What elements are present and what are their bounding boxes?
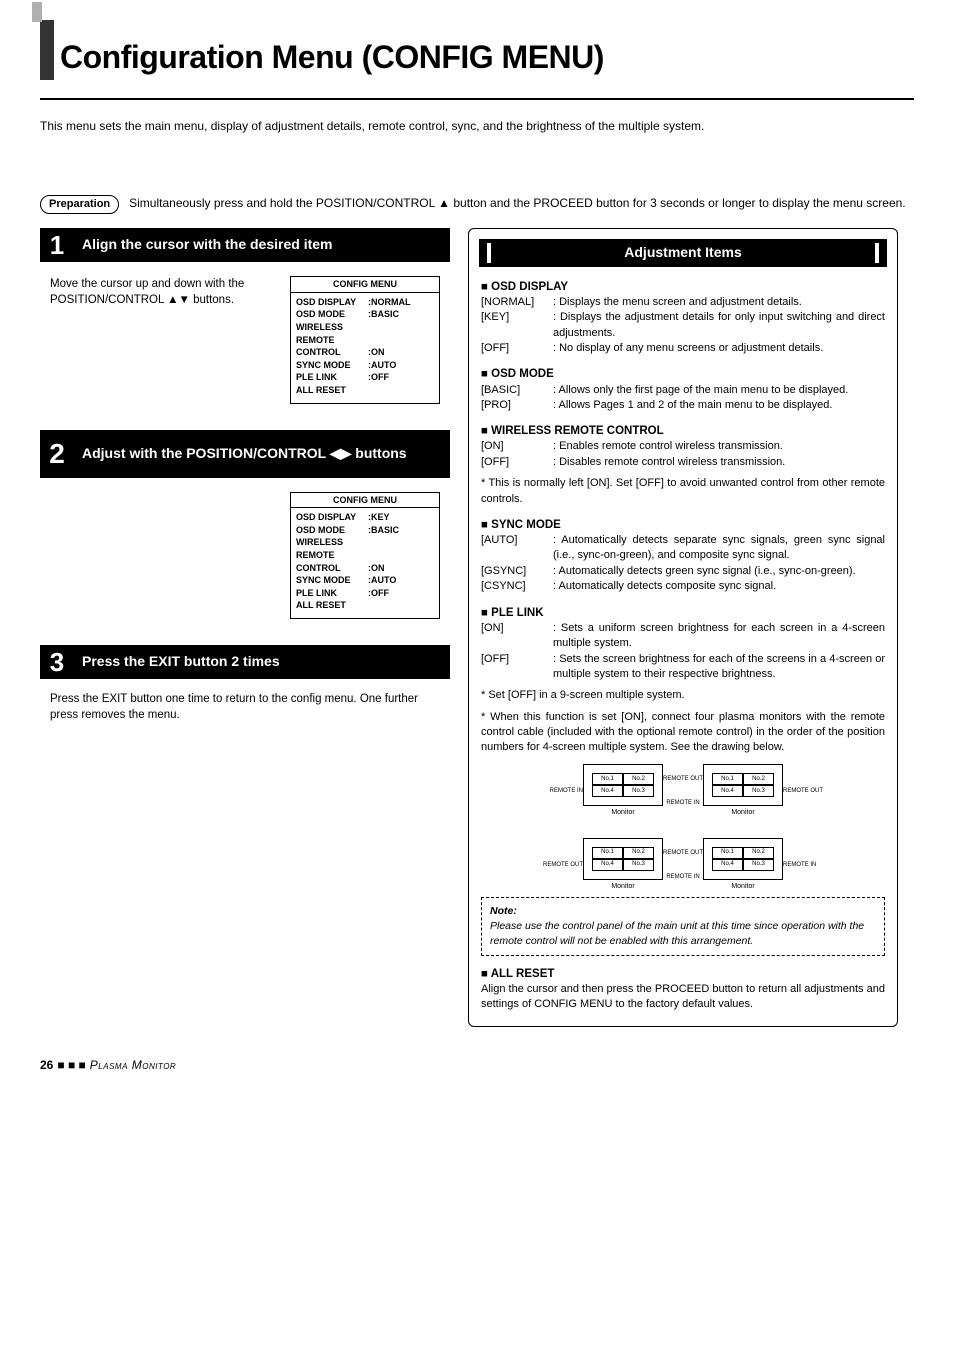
preparation-row: Preparation Simultaneously press and hol… xyxy=(40,195,914,214)
step-1-number: 1 xyxy=(40,228,74,262)
ple-note-2: * When this function is set [ON], connec… xyxy=(481,710,885,756)
page-footer: 26 ■ ■ ■ Plasma Monitor xyxy=(40,1057,914,1074)
page-title-bar: Configuration Menu (CONFIG MENU) xyxy=(40,20,914,80)
sec-wireless: WIRELESS REMOTE CONTROL xyxy=(481,423,885,439)
step-1-title: Align the cursor with the desired item xyxy=(74,235,332,255)
monitor-diagram: REMOTE IN No.1No.2 No.4No.3 Monitor REMO… xyxy=(481,764,885,892)
config-menu-2: CONFIG MENU OSD DISPLAY:KEY OSD MODE:BAS… xyxy=(290,492,440,619)
sec-osd-mode: OSD MODE xyxy=(481,366,885,382)
preparation-text: Simultaneously press and hold the POSITI… xyxy=(129,195,905,212)
config-menu-1: CONFIG MENU OSD DISPLAY:NORMAL OSD MODE:… xyxy=(290,276,440,403)
sec-sync: SYNC MODE xyxy=(481,517,885,533)
adjustment-header: Adjustment Items xyxy=(481,239,885,267)
sec-osd-display: OSD DISPLAY xyxy=(481,279,885,295)
preparation-badge: Preparation xyxy=(40,195,119,214)
sec-all-reset: ALL RESET xyxy=(481,966,885,982)
right-column: Adjustment Items OSD DISPLAY [NORMAL]: D… xyxy=(468,228,898,1027)
step-3-number: 3 xyxy=(40,645,74,679)
intro-text: This menu sets the main menu, display of… xyxy=(40,118,914,135)
ple-note-1: * Set [OFF] in a 9-screen multiple syste… xyxy=(481,688,885,703)
step-2-title: Adjust with the POSITION/CONTROL ◀▶ butt… xyxy=(74,444,407,464)
step-3-desc: Press the EXIT button one time to return… xyxy=(40,679,450,733)
title-accent xyxy=(40,20,54,80)
config-menu-1-header: CONFIG MENU xyxy=(291,277,439,293)
step-1-desc: Move the cursor up and down with the POS… xyxy=(50,276,278,308)
title-underline xyxy=(40,98,914,100)
page-title: Configuration Menu (CONFIG MENU) xyxy=(60,35,604,80)
step-1-header: 1 Align the cursor with the desired item xyxy=(40,228,450,262)
all-reset-body: Align the cursor and then press the PROC… xyxy=(481,982,885,1013)
step-3-title: Press the EXIT button 2 times xyxy=(74,652,280,672)
step-3-header: 3 Press the EXIT button 2 times xyxy=(40,645,450,679)
dashed-note: Note: Please use the control panel of th… xyxy=(481,897,885,955)
footer-label: Plasma Monitor xyxy=(90,1057,176,1074)
step-2-header: 2 Adjust with the POSITION/CONTROL ◀▶ bu… xyxy=(40,430,450,478)
sec-ple: PLE LINK xyxy=(481,605,885,621)
page-number: 26 xyxy=(40,1057,53,1074)
step-2-number: 2 xyxy=(40,430,74,478)
left-column: 1 Align the cursor with the desired item… xyxy=(40,228,450,733)
config-menu-2-header: CONFIG MENU xyxy=(291,493,439,509)
wireless-note: * This is normally left [ON]. Set [OFF] … xyxy=(481,476,885,507)
